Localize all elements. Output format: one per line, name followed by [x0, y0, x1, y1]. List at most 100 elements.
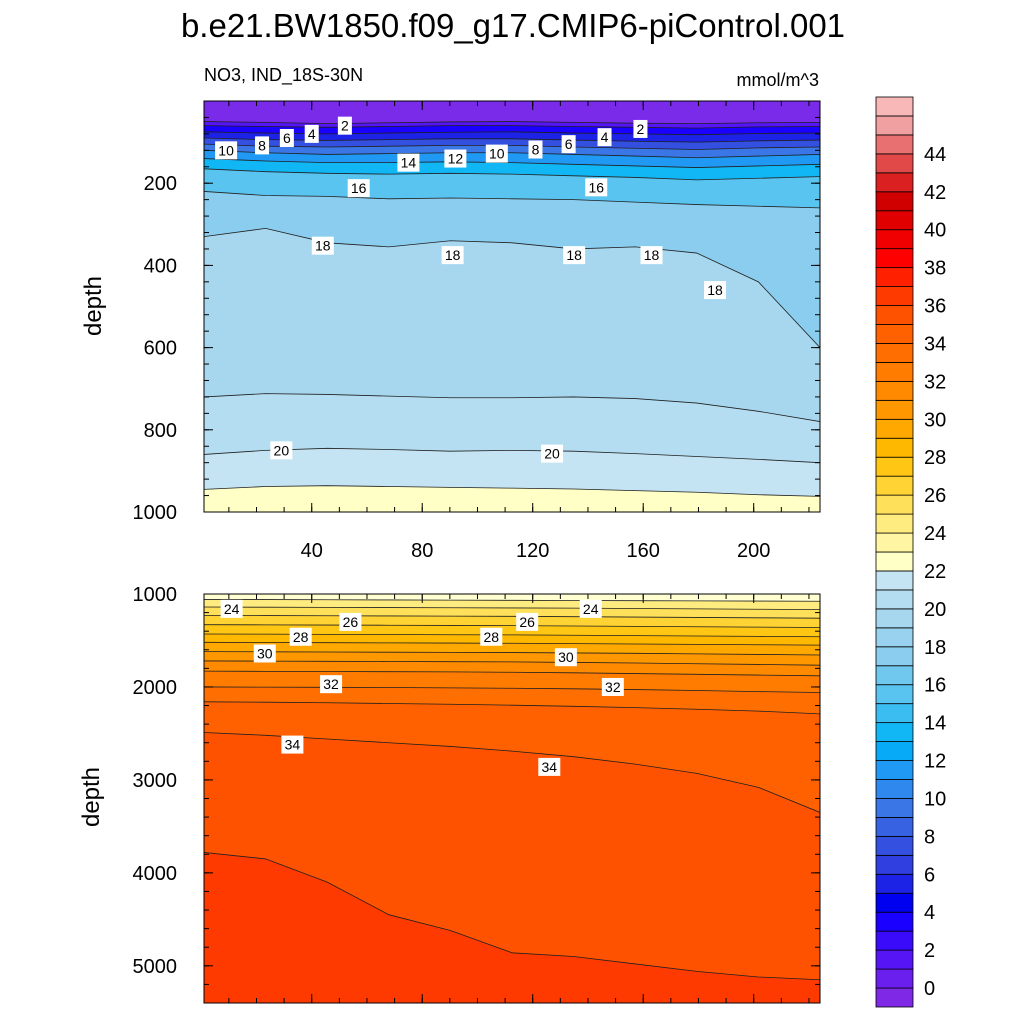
y-tick-label: 200: [144, 173, 177, 195]
contour-label-text: 28: [293, 629, 309, 645]
colorbar-tick-label: 38: [924, 258, 946, 280]
colorbar-box: [875, 494, 914, 515]
contour-band-35: [204, 852, 820, 1003]
contour-label-text: 2: [637, 121, 645, 137]
upper-panel: 2 4 6 8 10 14 12 10 8 6 4 2 16 16 18 18 18 18 18 20 20 200 400…: [133, 100, 821, 562]
contour-label-text: 20: [544, 446, 560, 462]
colorbar-tick-label: 32: [924, 371, 946, 393]
colorbar-box: [875, 835, 914, 856]
contour-label: 8: [255, 136, 270, 155]
colorbar-tick-label: 12: [924, 751, 946, 773]
contour-label: 30: [554, 648, 577, 667]
y-tick-label: 2000: [133, 677, 178, 699]
colorbar-box: [875, 703, 914, 724]
x-tick-label: 40: [301, 540, 323, 562]
colorbar-box: [875, 456, 914, 477]
contour-label-box: [215, 141, 238, 160]
contour-label-text: 30: [558, 649, 574, 665]
contour-label-text: 10: [218, 142, 234, 158]
contour-label: 18: [704, 281, 727, 300]
contour-label-text: 12: [448, 151, 464, 167]
contour-label-box: [289, 627, 312, 646]
contour-line-0: [204, 121, 820, 125]
units-label: mmol/m^3: [737, 70, 819, 90]
contour-label-box: [640, 246, 663, 265]
contour-line-14: [204, 168, 820, 181]
colorbar-box: [875, 665, 914, 686]
colorbar-box: [875, 949, 914, 970]
colorbar-box: [875, 513, 914, 534]
contour-label: 28: [289, 627, 312, 646]
contour-label-text: 34: [285, 737, 301, 753]
contour-label-box: [633, 119, 648, 138]
contour-line-8: [204, 143, 820, 150]
contour-label-text: 32: [605, 679, 621, 695]
contour-label: 18: [640, 246, 663, 265]
y-tick-label: 800: [144, 420, 177, 442]
colorbar-box: [875, 418, 914, 439]
colorbar-box: [875, 911, 914, 932]
colorbar-tick-label: 10: [924, 788, 946, 810]
colorbar-tick-label: 30: [924, 409, 946, 431]
contour-label-box: [585, 178, 608, 197]
y-tick-label: 4000: [133, 863, 178, 885]
contour-label-text: 8: [258, 137, 266, 153]
colorbar-tick-label: 6: [924, 864, 935, 886]
contour-label-text: 16: [588, 179, 604, 195]
colorbar-box: [875, 722, 914, 742]
colorbar-box: [875, 134, 914, 155]
contour-line-33: [204, 701, 820, 715]
colorbar-box: [875, 286, 914, 306]
colorbar-box: [875, 854, 914, 875]
contour-label: 32: [601, 677, 624, 696]
y-tick-label: 1000: [133, 502, 178, 524]
contour-label-box: [320, 675, 343, 694]
colorbar-tick-label: 34: [924, 333, 946, 355]
colorbar-box: [875, 380, 914, 401]
contour-label: 28: [480, 627, 503, 646]
contour-label-box: [480, 627, 503, 646]
contour-label-box: [347, 179, 370, 198]
colorbar-box: [875, 532, 914, 553]
colorbar-box: [875, 798, 914, 818]
chart-title: b.e21.BW1850.f09_g17.CMIP6-piControl.001: [181, 7, 845, 44]
colorbar-tick-label: 16: [924, 675, 946, 697]
contour-label-box: [441, 246, 464, 265]
colorbar-box: [875, 115, 914, 136]
colorbar-box: [875, 437, 914, 458]
contour-label: 18: [563, 246, 586, 265]
lower-panel: 24 26 28 28 26 24 30 30 32 32 34 34 1000 2000 3000 4000…: [133, 584, 821, 1004]
contour-label-text: 18: [445, 247, 461, 263]
colorbar-box: [875, 191, 914, 212]
contour-band-21: [204, 485, 820, 512]
contour-label-box: [579, 599, 602, 618]
y-tick-label: 600: [144, 338, 177, 360]
contour-line-21: [204, 485, 820, 497]
contour-label-box: [601, 677, 624, 696]
colorbar-tick-label: 0: [924, 978, 935, 1000]
colorbar-box: [875, 399, 914, 420]
colorbar-box: [875, 343, 914, 363]
contour-line-23: [204, 599, 820, 602]
colorbar-box: [875, 987, 914, 1008]
contour-label-box: [220, 599, 243, 618]
colorbar-box: [875, 172, 914, 193]
contour-line-18: [204, 228, 820, 348]
upper-y-axis-label: depth: [80, 276, 107, 336]
colorbar-box: [875, 362, 914, 382]
contour-line-32: [204, 686, 820, 693]
contour-label-text: 24: [224, 601, 240, 617]
contour-label-text: 32: [323, 676, 339, 692]
contour-line-25: [204, 614, 820, 619]
x-tick-label: 200: [737, 540, 770, 562]
colorbar-box: [875, 570, 914, 591]
contour-label: 4: [597, 128, 612, 147]
contour-line-24: [204, 606, 820, 611]
contour-line-31: [204, 670, 820, 677]
contour-line-20: [204, 447, 820, 464]
x-tick-label: 80: [411, 540, 433, 562]
contour-label-box: [485, 144, 508, 163]
contour-label-text: 28: [483, 629, 499, 645]
colorbar-box: [875, 646, 914, 667]
